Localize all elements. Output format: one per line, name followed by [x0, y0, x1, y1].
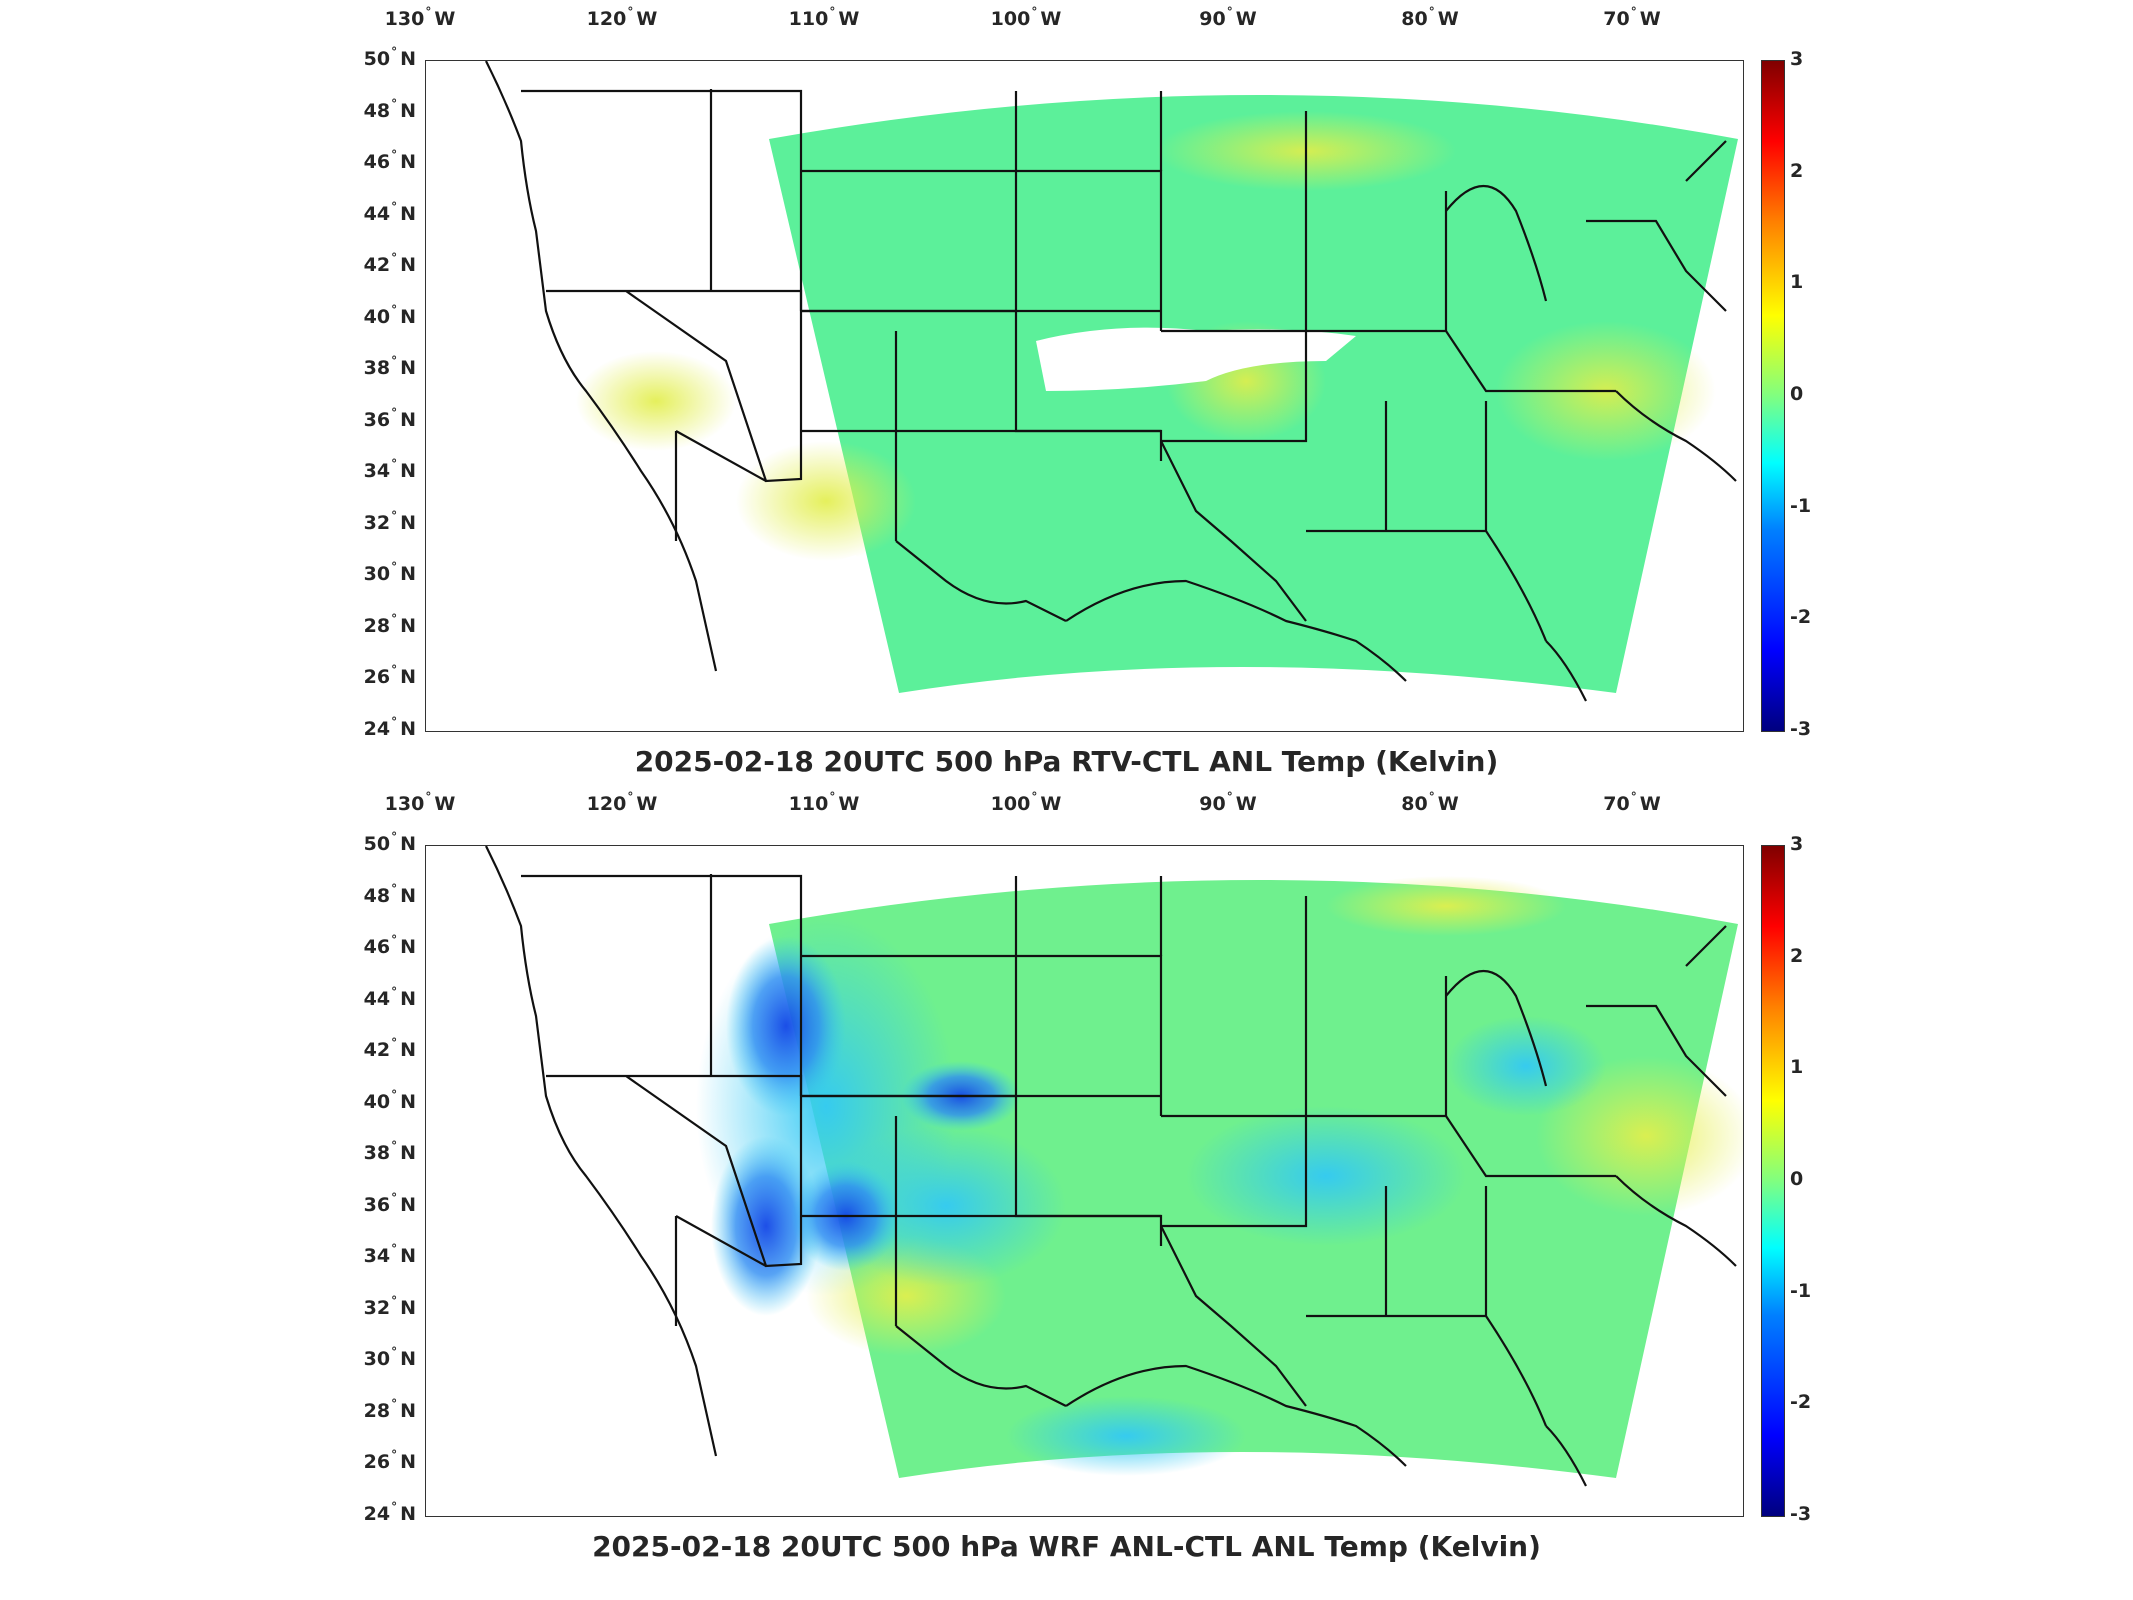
colorbar-tick-label: 2 — [1790, 944, 1804, 967]
lon-tick-label: 100° W — [990, 790, 1062, 815]
lon-tick-label: 80° W — [1401, 790, 1459, 815]
lat-tick-label: 36° N — [363, 405, 416, 431]
colorbar-tick-label: -1 — [1790, 494, 1812, 517]
lat-tick-label: 48° N — [363, 881, 416, 907]
lon-tick-label: 120° W — [586, 790, 658, 815]
colorbar-tick-label: -3 — [1790, 718, 1812, 740]
lon-tick-label: 110° W — [788, 790, 860, 815]
lon-tick-label: 70° W — [1603, 790, 1661, 815]
lon-tick-label: 130° W — [384, 5, 456, 30]
map-svg — [485, 61, 1738, 702]
map-svg — [485, 846, 1743, 1487]
panel-title: 2025-02-18 20UTC 500 hPa WRF ANL-CTL ANL… — [592, 1530, 1541, 1563]
lon-tick-label: 70° W — [1603, 5, 1661, 30]
lat-tick-label: 38° N — [363, 354, 416, 380]
lat-tick-label: 30° N — [363, 1345, 416, 1371]
lat-tick-label: 26° N — [363, 1448, 416, 1474]
lat-tick-label: 50° N — [363, 830, 416, 855]
colorbar-tick-label: -2 — [1790, 606, 1812, 629]
lon-tick-label: 90° W — [1199, 790, 1257, 815]
state-boundaries — [485, 846, 1727, 1457]
lat-tick-label: 50° N — [363, 45, 416, 70]
state-boundaries — [485, 61, 1727, 672]
lat-tick-label: 44° N — [363, 984, 416, 1010]
lat-tick-label: 24° N — [363, 715, 416, 740]
colorbar-tick-label: 3 — [1790, 48, 1804, 70]
lat-tick-label: 44° N — [363, 199, 416, 225]
lat-tick-label: 46° N — [363, 933, 416, 959]
colorbar-tick-label: 3 — [1790, 833, 1804, 855]
lat-tick-label: 36° N — [363, 1190, 416, 1216]
coastline — [1065, 1175, 1737, 1487]
colorbar-tick-label: 0 — [1790, 1168, 1804, 1190]
lat-tick-label: 28° N — [363, 611, 416, 637]
lat-tick-label: 34° N — [363, 1242, 416, 1268]
map-plot — [425, 60, 1744, 732]
lat-tick-label: 30° N — [363, 560, 416, 586]
lon-tick-label: 90° W — [1199, 5, 1257, 30]
lat-tick-label: 46° N — [363, 148, 416, 174]
colorbar-tick-label: 0 — [1790, 383, 1804, 405]
lat-tick-label: 38° N — [363, 1139, 416, 1165]
lat-tick-label: 40° N — [363, 302, 416, 328]
map-plot — [425, 845, 1744, 1517]
colorbar-tick-label: 1 — [1790, 1056, 1804, 1079]
lat-tick-label: 42° N — [363, 1036, 416, 1062]
missing-data-areas — [766, 276, 1356, 573]
lat-tick-label: 24° N — [363, 1500, 416, 1525]
colorbar — [1761, 60, 1785, 732]
lat-tick-label: 34° N — [363, 457, 416, 483]
colorbar-tick-label: -1 — [1790, 1279, 1812, 1302]
lat-tick-label: 26° N — [363, 663, 416, 689]
lon-tick-label: 100° W — [990, 5, 1062, 30]
lat-tick-label: 40° N — [363, 1087, 416, 1113]
colorbar-tick-label: -2 — [1790, 1391, 1812, 1414]
lon-tick-label: 80° W — [1401, 5, 1459, 30]
lon-tick-label: 120° W — [586, 5, 658, 30]
coastline — [1065, 390, 1737, 702]
colorbar-tick-label: 2 — [1790, 159, 1804, 182]
lat-tick-label: 32° N — [363, 1293, 416, 1319]
colorbar-tick-label: -3 — [1790, 1503, 1812, 1525]
colorbar-tick-label: 1 — [1790, 271, 1804, 294]
colorbar — [1761, 845, 1785, 1517]
lat-tick-label: 42° N — [363, 251, 416, 277]
lat-tick-label: 32° N — [363, 508, 416, 534]
lon-tick-label: 130° W — [384, 790, 456, 815]
lat-tick-label: 28° N — [363, 1396, 416, 1422]
lon-tick-label: 110° W — [788, 5, 860, 30]
panel-title: 2025-02-18 20UTC 500 hPa RTV-CTL ANL Tem… — [634, 745, 1499, 778]
lat-tick-label: 48° N — [363, 96, 416, 122]
